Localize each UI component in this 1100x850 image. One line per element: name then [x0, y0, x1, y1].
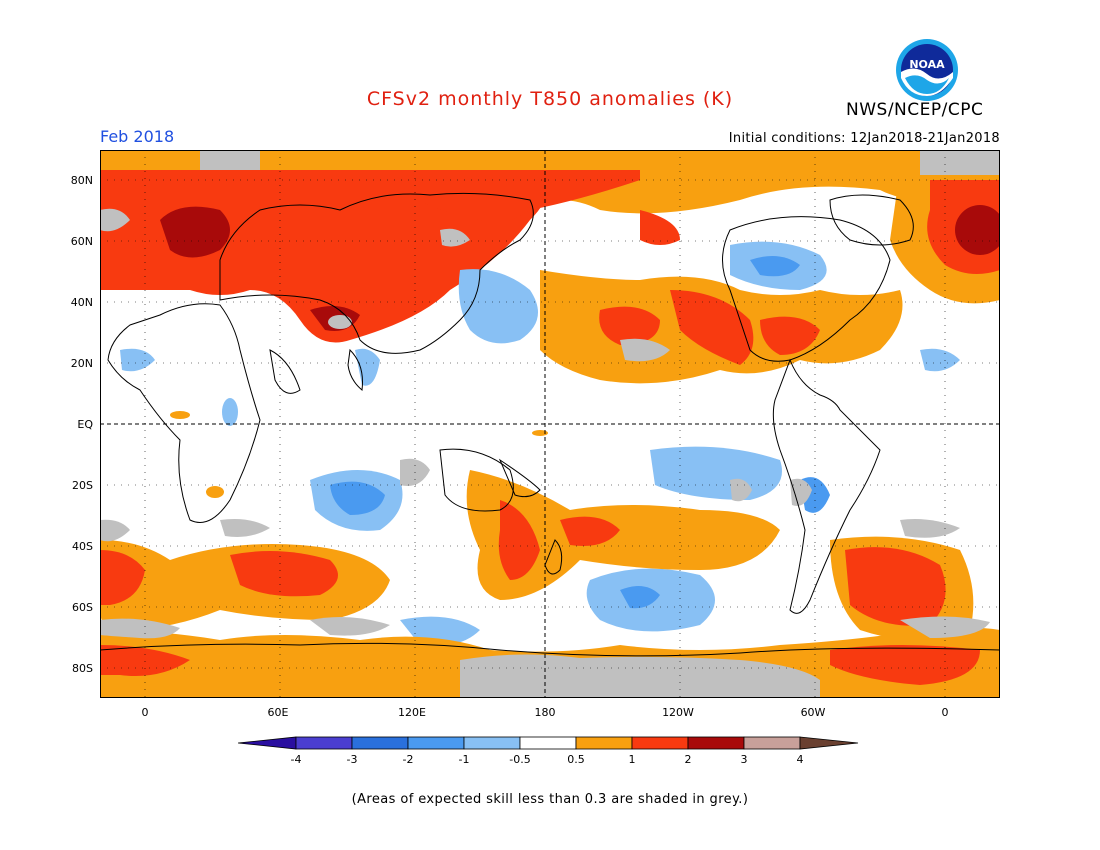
skill-mask-antarctic — [460, 654, 820, 698]
lat-label-20s: 20S — [72, 479, 93, 492]
colorbar-segment — [575, 736, 633, 750]
lat-label-80s: 80S — [72, 662, 93, 675]
colorbar-tick-label: 2 — [684, 753, 692, 766]
lat-label-60n: 60N — [70, 235, 93, 248]
lon-label-0-east: 0 — [941, 706, 949, 719]
anomaly-map — [100, 150, 1000, 698]
colorbar-tick-label: -0.5 — [509, 753, 531, 766]
colorbar-segment — [463, 736, 521, 750]
lon-label-60e: 60E — [267, 706, 289, 719]
colorbar-segment — [351, 736, 409, 750]
graticule — [100, 150, 1000, 698]
svg-text:NOAA: NOAA — [909, 58, 945, 71]
lon-label-0: 0 — [141, 706, 149, 719]
lon-label-60w: 60W — [800, 706, 826, 719]
colorbar-segment — [295, 736, 353, 750]
colorbar-segment — [631, 736, 689, 750]
lon-label-120e: 120E — [398, 706, 426, 719]
colorbar-tick-label: 3 — [740, 753, 748, 766]
colorbar-tick-label: -4 — [290, 753, 302, 766]
map-title: CFSv2 monthly T850 anomalies (K) — [366, 88, 734, 110]
lat-label-eq: EQ — [77, 418, 93, 431]
colorbar-segment-min — [238, 736, 297, 750]
lat-label-80n: 80N — [70, 174, 93, 187]
lat-label-60s: 60S — [72, 601, 93, 614]
colorbar-tick-label: -2 — [402, 753, 414, 766]
lat-label-40s: 40S — [72, 540, 93, 553]
colorbar-tick-label: -1 — [458, 753, 470, 766]
colorbar-segment — [519, 736, 577, 750]
lat-label-20n: 20N — [70, 357, 93, 370]
colorbar-tick-label: 1 — [628, 753, 636, 766]
coastlines — [100, 192, 1000, 657]
colorbar-tick-label: 4 — [796, 753, 804, 766]
lat-label-40n: 40N — [70, 296, 93, 309]
colorbar-tick-label: 0.5 — [567, 753, 585, 766]
colorbar-segment — [407, 736, 465, 750]
colorbar — [238, 736, 859, 750]
colorbar-tick-label: -3 — [346, 753, 358, 766]
valid-month-label: Feb 2018 — [100, 127, 175, 146]
strong-warm-scandinavia — [160, 206, 230, 258]
colorbar-segment-max — [799, 736, 859, 750]
colorbar-segment — [743, 736, 801, 750]
colorbar-segment — [687, 736, 745, 750]
lon-label-120w: 120W — [662, 706, 694, 719]
initial-conditions-label: Initial conditions: 12Jan2018-21Jan2018 — [728, 131, 1000, 146]
skill-footnote: (Areas of expected skill less than 0.3 a… — [351, 792, 749, 807]
agency-label: NWS/NCEP/CPC — [846, 100, 984, 120]
lon-label-180: 180 — [534, 706, 556, 719]
noaa-logo: NOAA — [896, 39, 958, 101]
